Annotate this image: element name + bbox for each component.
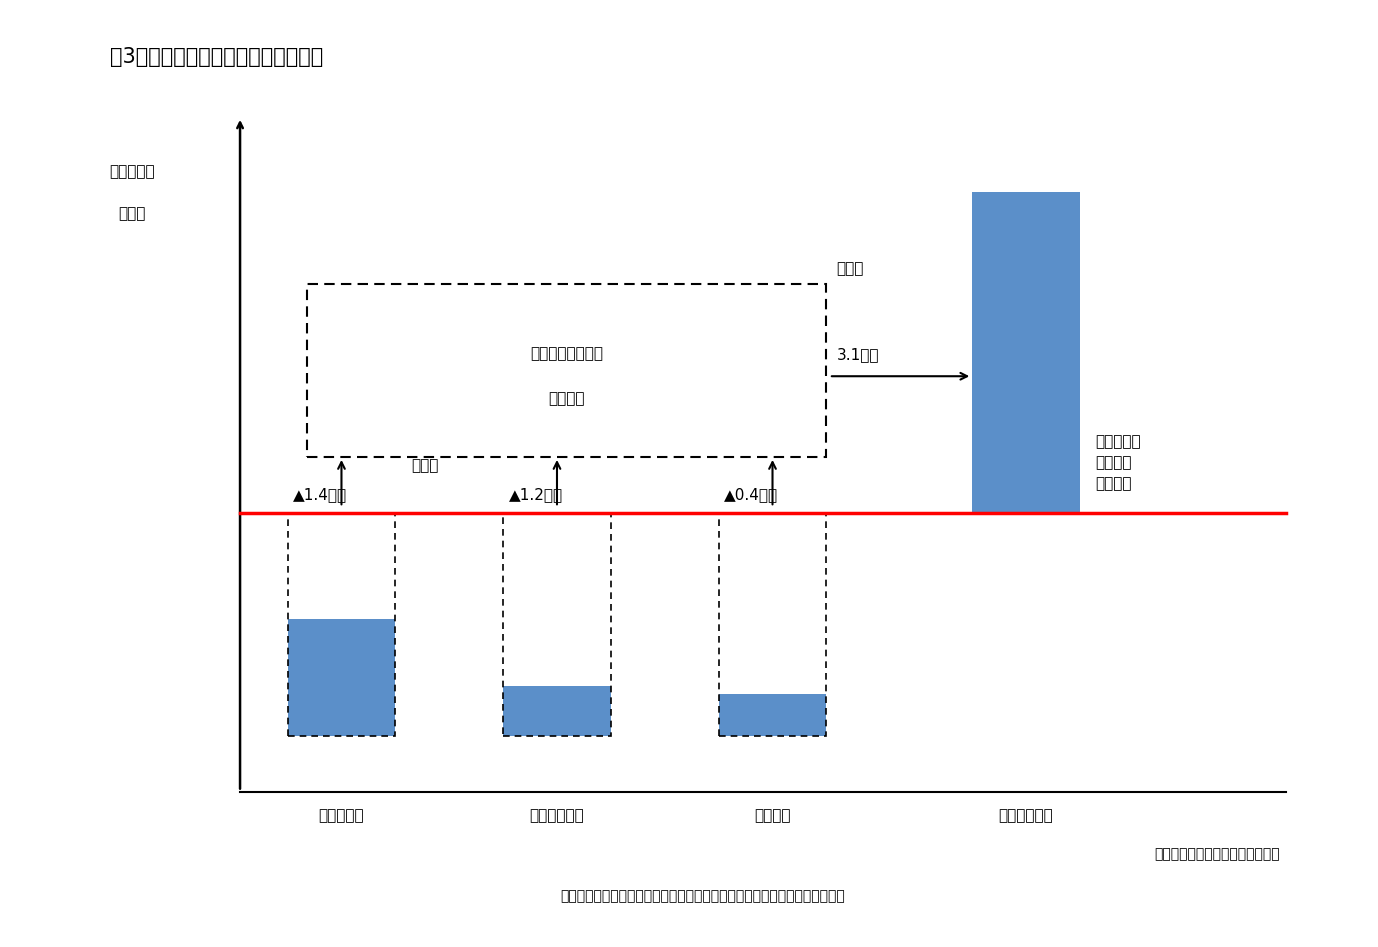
Bar xyxy=(718,513,827,736)
Bar xyxy=(288,513,395,736)
Text: 加入率: 加入率 xyxy=(119,206,146,222)
Text: 図3：前期高齢者財政調整のイメージ: 図3：前期高齢者財政調整のイメージ xyxy=(110,47,324,67)
Text: ▲0.4兆円: ▲0.4兆円 xyxy=(725,487,779,502)
Text: 社会保険診療報酬: 社会保険診療報酬 xyxy=(531,347,604,362)
Text: 交付金: 交付金 xyxy=(836,260,864,276)
Bar xyxy=(306,284,827,457)
Text: 納付金: 納付金 xyxy=(411,458,438,473)
Bar xyxy=(971,192,1080,513)
Text: 3.1兆円: 3.1兆円 xyxy=(836,348,879,363)
Text: 健康保険組合: 健康保険組合 xyxy=(529,809,584,823)
Text: 共済組合: 共済組合 xyxy=(754,809,791,823)
Text: 国民健康保険: 国民健康保険 xyxy=(999,809,1053,823)
Bar xyxy=(288,618,395,736)
Bar xyxy=(503,686,610,736)
Text: 協会けんぽ: 協会けんぽ xyxy=(318,809,364,823)
Text: 支払基金: 支払基金 xyxy=(548,391,584,406)
Text: ▲1.4兆円: ▲1.4兆円 xyxy=(294,487,347,502)
Text: 注：数字は概数、図は概略であり、納付金と交付金の合計が一致してない。: 注：数字は概数、図は概略であり、納付金と交付金の合計が一致してない。 xyxy=(561,889,845,903)
Text: ▲1.2兆円: ▲1.2兆円 xyxy=(508,487,564,502)
Bar xyxy=(503,513,610,736)
Bar xyxy=(718,694,827,736)
Text: 前期高齢者: 前期高齢者 xyxy=(109,165,156,179)
Text: 出典：厚生労働省資料を基に作成: 出典：厚生労働省資料を基に作成 xyxy=(1153,848,1280,862)
Text: 前期高齢者
加入率の
全国平均: 前期高齢者 加入率の 全国平均 xyxy=(1096,434,1141,491)
